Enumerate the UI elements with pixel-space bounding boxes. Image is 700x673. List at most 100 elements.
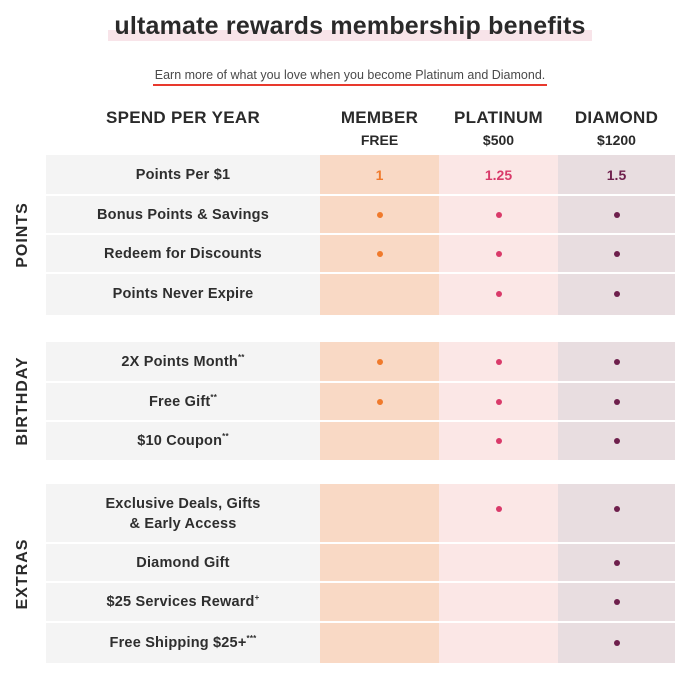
row-label-text: Free Gift** — [149, 392, 217, 412]
included-dot-icon — [613, 398, 620, 405]
cell-diamond — [558, 273, 675, 315]
table-row: Exclusive Deals, Gifts & Early Access — [46, 484, 675, 543]
table-row: Points Never Expire — [46, 273, 675, 315]
group-extras: EXTRAS Exclusive Deals, Gifts & Early Acce… — [0, 484, 700, 663]
header-member-price: FREE — [360, 132, 399, 148]
header-spend-per-year: SPEND PER YEAR — [105, 108, 261, 127]
cell-member — [320, 622, 439, 663]
included-dot-icon — [495, 211, 502, 218]
row-divider — [46, 233, 675, 235]
cell-member — [320, 484, 439, 543]
cell-member — [320, 543, 439, 582]
cell-diamond — [558, 484, 675, 543]
group-label-container: POINTS — [0, 155, 46, 315]
row-label-text: Points Per $1 — [136, 165, 230, 185]
diamond-value: 1.5 — [606, 167, 627, 183]
footnote-marker: + — [254, 593, 260, 603]
cell-member — [320, 382, 439, 421]
table-row: Points Per $1 1 1.25 1.5 — [46, 155, 675, 195]
table-row: Bonus Points & Savings — [46, 195, 675, 234]
column-bg-platinum — [439, 484, 558, 663]
table-row: Free Shipping $25+*** — [46, 622, 675, 663]
row-label: Exclusive Deals, Gifts & Early Access — [46, 484, 320, 543]
cell-diamond — [558, 342, 675, 382]
cell-platinum — [439, 195, 558, 234]
member-value: 1 — [375, 167, 384, 183]
included-dot-icon — [495, 250, 502, 257]
row-label-text: $25 Services Reward+ — [107, 592, 260, 612]
page-subtitle: Earn more of what you love when you beco… — [152, 68, 548, 86]
row-label-text: Bonus Points & Savings — [97, 205, 269, 225]
row-label-text: Free Shipping $25+*** — [110, 633, 257, 653]
column-bg-label — [46, 484, 320, 663]
cell-diamond — [558, 195, 675, 234]
cell-platinum: 1.25 — [439, 155, 558, 195]
included-dot-icon — [376, 398, 383, 405]
header-member-name: MEMBER — [340, 108, 419, 127]
included-dot-icon — [376, 359, 383, 365]
included-dot-icon — [613, 437, 620, 444]
footnote-marker: ** — [210, 392, 218, 402]
cell-member — [320, 582, 439, 622]
cell-member — [320, 234, 439, 273]
column-bg-label — [46, 342, 320, 460]
row-label: Free Gift** — [46, 382, 320, 421]
row-label-line: Free Gift — [148, 393, 211, 410]
footnote-marker: *** — [246, 633, 257, 643]
header-diamond-name: DIAMOND — [574, 108, 659, 127]
row-label-text: 2X Points Month** — [121, 352, 244, 372]
column-bg-member — [320, 155, 439, 315]
row-label-text: Exclusive Deals, Gifts & Early Access — [105, 494, 260, 534]
cell-platinum — [439, 234, 558, 273]
row-label-line: Redeem for Discounts — [104, 245, 262, 262]
row-label-line: 2X Points Month — [121, 354, 238, 370]
header-diamond-price: $1200 — [597, 132, 636, 148]
row-label: Redeem for Discounts — [46, 234, 320, 273]
cell-platinum — [439, 622, 558, 663]
cell-diamond — [558, 382, 675, 421]
row-label-line: $10 Coupon — [137, 432, 223, 449]
group-birthday: BIRTHDAY 2X Points Month** Free Gift** $10 … — [0, 342, 700, 460]
included-dot-icon — [613, 506, 620, 512]
row-divider — [46, 381, 675, 383]
group-label: BIRTHDAY — [14, 356, 31, 446]
cell-diamond — [558, 421, 675, 460]
row-label-line: Bonus Points & Savings — [97, 206, 269, 223]
cell-member — [320, 195, 439, 234]
group-label: POINTS — [14, 202, 31, 268]
footnote-marker: ** — [237, 353, 245, 363]
subtitle-container: Earn more of what you love when you beco… — [0, 66, 700, 86]
row-divider — [46, 420, 675, 422]
row-label: $10 Coupon** — [46, 421, 320, 460]
platinum-value: 1.25 — [484, 167, 513, 183]
cell-member — [320, 273, 439, 315]
row-label: Points Per $1 — [46, 155, 320, 195]
row-label: Free Shipping $25+*** — [46, 622, 320, 663]
row-divider — [46, 542, 675, 544]
table-row: $25 Services Reward+ — [46, 582, 675, 622]
included-dot-icon — [495, 437, 502, 444]
row-divider — [46, 194, 675, 196]
row-label-line: Points Per $1 — [135, 167, 231, 183]
footnote-marker: ** — [222, 431, 229, 441]
header-platinum: PLATINUM $500 — [439, 108, 558, 148]
row-divider — [46, 581, 675, 583]
cell-platinum — [439, 382, 558, 421]
group-points: POINTS Points Per $1 1 1.25 1.5 Bonus Points … — [0, 155, 700, 315]
group-label-container: EXTRAS — [0, 484, 46, 663]
column-bg-platinum — [439, 155, 558, 315]
included-dot-icon — [613, 291, 620, 297]
row-label: 2X Points Month** — [46, 342, 320, 382]
group-label: EXTRAS — [14, 538, 31, 609]
row-label-text: $10 Coupon** — [137, 431, 229, 451]
row-label-line: $25 Services Reward — [106, 594, 255, 610]
row-label-line: Points Never Expire — [112, 286, 254, 302]
row-divider — [46, 272, 675, 274]
cell-platinum — [439, 484, 558, 543]
row-label-text: Points Never Expire — [113, 284, 254, 304]
header-diamond: DIAMOND $1200 — [558, 108, 675, 148]
cell-diamond — [558, 543, 675, 582]
column-bg-diamond — [558, 484, 675, 663]
column-bg-member — [320, 484, 439, 663]
included-dot-icon — [613, 359, 620, 365]
